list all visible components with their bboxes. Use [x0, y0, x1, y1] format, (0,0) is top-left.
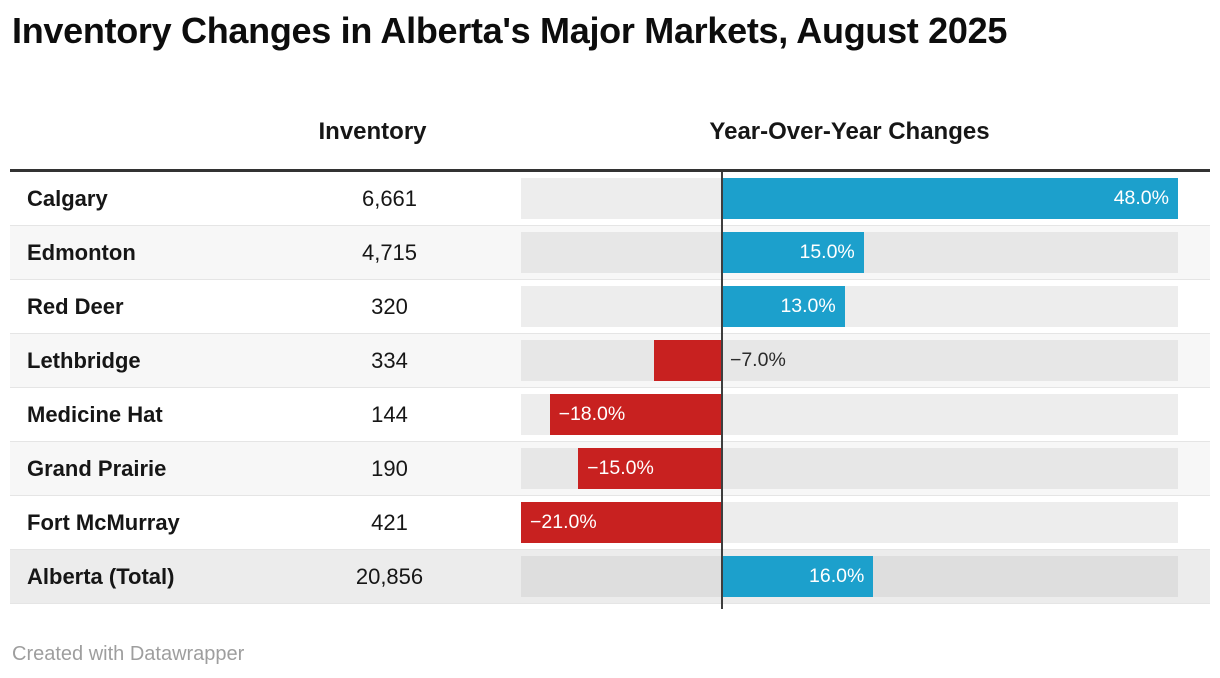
yoy-bar: −21.0% [521, 502, 721, 543]
market-name: Calgary [27, 185, 108, 211]
inventory-value: 6,661 [361, 185, 418, 211]
market-name: Grand Prairie [27, 455, 167, 481]
market-name: Medicine Hat [27, 401, 163, 427]
table-row: Edmonton 4,715 15.0% [10, 226, 1210, 280]
market-name: Alberta (Total) [27, 563, 175, 589]
yoy-bar-label: 13.0% [780, 295, 836, 317]
yoy-bar-label: −15.0% [587, 457, 654, 479]
attribution-text: Created with Datawrapper [12, 643, 245, 665]
inventory-value: 4,715 [361, 239, 418, 265]
inventory-value: 334 [371, 347, 408, 373]
yoy-bar-track: −21.0% [521, 502, 1178, 543]
yoy-bar: 15.0% [720, 232, 864, 273]
table-row: Alberta (Total) 20,856 16.0% [10, 550, 1210, 604]
table-row: Medicine Hat 144 −18.0% [10, 388, 1210, 442]
inventory-value: 144 [371, 401, 408, 427]
yoy-bar: −15.0% [578, 448, 721, 489]
inventory-value: 20,856 [355, 563, 424, 589]
column-header-inventory: Inventory [318, 118, 427, 145]
yoy-bar-track: −18.0% [521, 394, 1178, 435]
yoy-bar: 16.0% [720, 556, 874, 597]
yoy-bar-label: 16.0% [809, 565, 865, 587]
table-row: Grand Prairie 190 −15.0% [10, 442, 1210, 496]
yoy-bar-track: −15.0% [521, 448, 1178, 489]
chart-title: Inventory Changes in Alberta's Major Mar… [12, 10, 1008, 51]
inventory-value: 320 [371, 293, 408, 319]
yoy-bar-track: 48.0% [521, 178, 1178, 219]
yoy-bar-track: 13.0% [521, 286, 1178, 327]
market-name: Fort McMurray [27, 509, 180, 535]
yoy-bar: −18.0% [549, 394, 721, 435]
table-row: Fort McMurray 421 −21.0% [10, 496, 1210, 550]
column-header-yoy: Year-Over-Year Changes [709, 118, 990, 145]
yoy-bar-track: 16.0% [521, 556, 1178, 597]
market-name: Edmonton [27, 239, 136, 265]
data-table: Calgary 6,661 48.0% Edmonton 4,715 15.0%… [10, 169, 1210, 609]
table-rows: Calgary 6,661 48.0% Edmonton 4,715 15.0%… [10, 172, 1210, 604]
yoy-bar [654, 340, 721, 381]
yoy-bar-label: 48.0% [1113, 187, 1169, 209]
yoy-bar: 13.0% [720, 286, 845, 327]
inventory-value: 421 [371, 509, 408, 535]
table-row: Red Deer 320 13.0% [10, 280, 1210, 334]
market-name: Red Deer [27, 293, 124, 319]
table-row: Lethbridge 334 −7.0% [10, 334, 1210, 388]
table-row: Calgary 6,661 48.0% [10, 172, 1210, 226]
yoy-bar-label: −7.0% [729, 349, 786, 371]
yoy-bar-label: 15.0% [799, 241, 855, 263]
zero-axis-line [721, 172, 723, 609]
yoy-bar-track: −7.0% [521, 340, 1178, 381]
yoy-bar-track: 15.0% [521, 232, 1178, 273]
inventory-value: 190 [371, 455, 408, 481]
market-name: Lethbridge [27, 347, 141, 373]
yoy-bar: 48.0% [720, 178, 1178, 219]
yoy-bar-label: −21.0% [530, 511, 597, 533]
yoy-bar-label: −18.0% [558, 403, 626, 425]
